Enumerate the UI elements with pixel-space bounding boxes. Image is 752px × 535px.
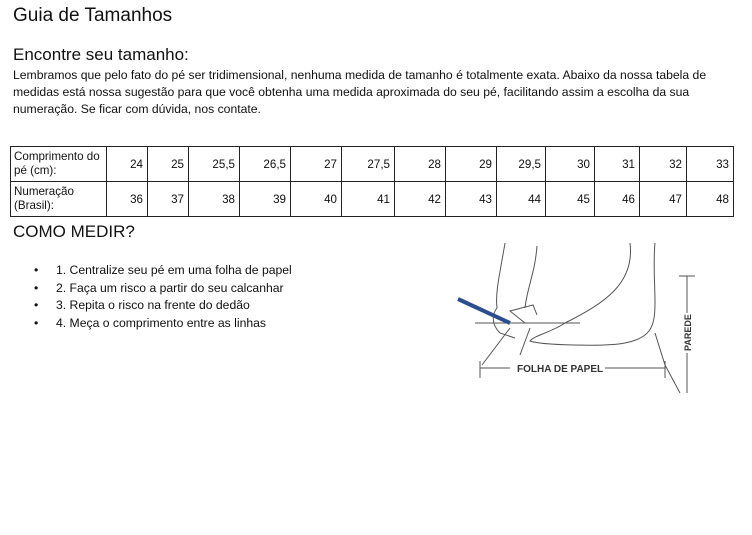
table-cell: 41 [341,181,395,217]
table-cell: 33 [686,146,734,182]
table-cell: 27 [290,146,342,182]
table-cell: 25 [147,146,189,182]
table-cell: 43 [445,181,497,217]
pencil-icon [457,297,511,325]
table-cell: 39 [239,181,291,217]
page-title: Guia de Tamanhos [13,5,173,26]
table-cell: 36 [106,181,148,217]
table-cell: 27,5 [341,146,395,182]
table-cell: 29,5 [496,146,546,182]
paper-label: FOLHA DE PAPEL [517,364,603,375]
row-header: Numeração (Brasil): [10,181,107,217]
table-cell: 45 [545,181,595,217]
table-cell: 47 [639,181,687,217]
step-item: 3. Repita o risco na frente do dedão [34,297,292,315]
foot-measure-illustration: FOLHA DE PAPEL PAREDE [457,243,695,394]
table-cell: 37 [147,181,189,217]
how-to-measure-title: COMO MEDIR? [13,222,135,241]
table-cell: 26,5 [239,146,291,182]
table-cell: 32 [639,146,687,182]
size-table: Comprimento do pé (cm): 24 25 25,5 26,5 27 27,… [10,146,734,217]
table-cell: 46 [594,181,640,217]
section-subtitle: Encontre seu tamanho: [13,45,189,64]
step-item: 4. Meça o comprimento entre as linhas [34,315,292,333]
table-cell: 40 [290,181,342,217]
row-header: Comprimento do pé (cm): [10,146,107,182]
table-cell: 25,5 [188,146,240,182]
intro-text: Lembramos que pelo fato do pé ser tridim… [13,68,707,116]
table-cell: 24 [106,146,148,182]
table-cell: 42 [394,181,446,217]
table-cell: 30 [545,146,595,182]
table-cell: 29 [445,146,497,182]
table-row: Comprimento do pé (cm): 24 25 25,5 26,5 27 27,… [10,146,734,182]
wall-label: PAREDE [683,314,693,351]
table-cell: 28 [394,146,446,182]
table-row: Numeração (Brasil): 36 37 38 39 40 41 42 43 44 45 4… [10,181,734,217]
table-cell: 44 [496,181,546,217]
table-cell: 31 [594,146,640,182]
step-item: 1. Centralize seu pé em uma folha de pap… [34,262,292,280]
table-cell: 48 [686,181,734,217]
step-item: 2. Faça um risco a partir do seu calcanh… [34,280,292,298]
table-cell: 38 [188,181,240,217]
steps-list: 1. Centralize seu pé em uma folha de pap… [34,262,292,332]
